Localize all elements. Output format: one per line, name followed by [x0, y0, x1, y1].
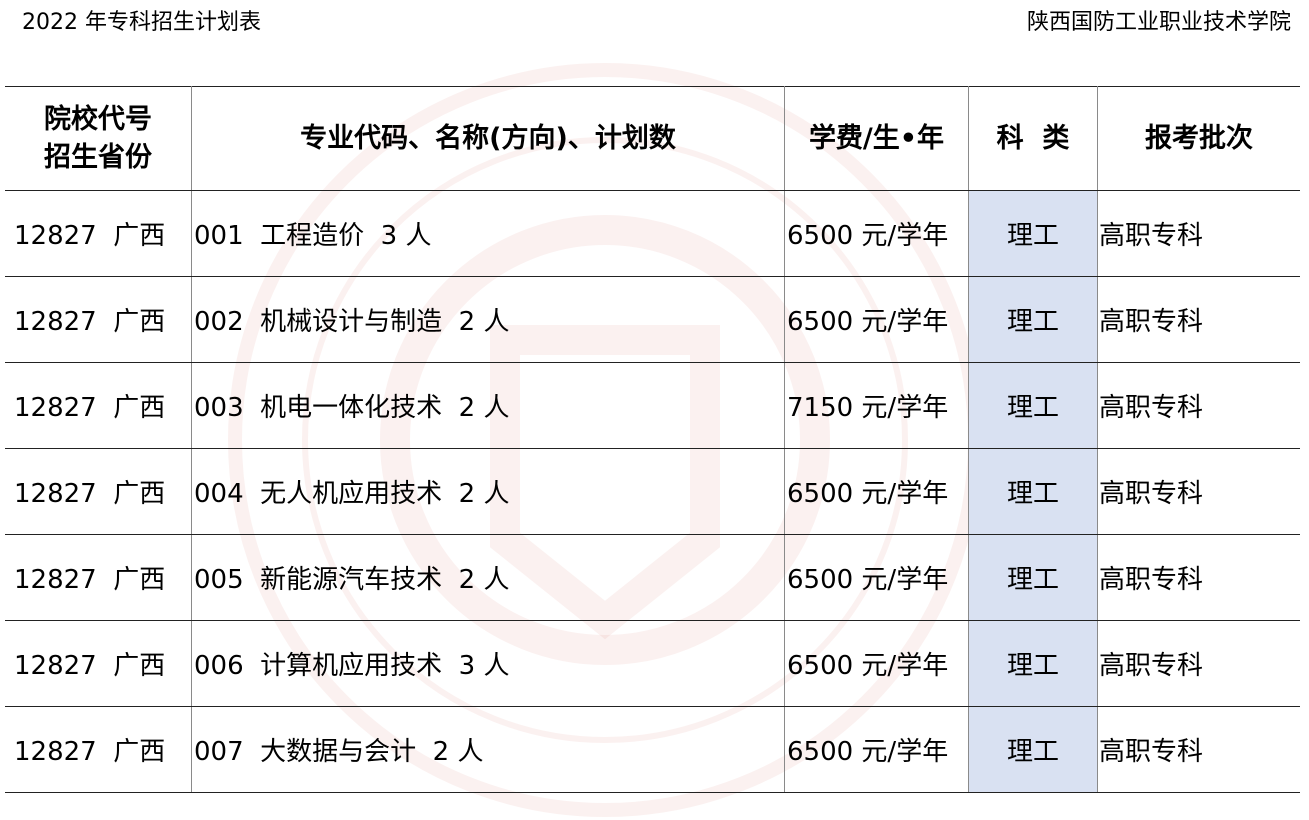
- major-cell: 003 机电一体化技术 2 人: [191, 362, 785, 449]
- category-cell: 理工: [968, 362, 1098, 449]
- header-category: 科 类: [968, 86, 1098, 191]
- school-cell: 12827 广西: [5, 190, 192, 277]
- school-cell: 12827 广西: [5, 534, 192, 621]
- major-cell: 001 工程造价 3 人: [191, 190, 785, 277]
- category-cell: 理工: [968, 276, 1098, 363]
- major-cell: 007 大数据与会计 2 人: [191, 706, 785, 793]
- header-major: 专业代码、名称(方向)、计划数: [191, 86, 785, 191]
- batch-cell: 高职专科: [1097, 276, 1300, 363]
- category-cell: 理工: [968, 448, 1098, 535]
- major-cell: 002 机械设计与制造 2 人: [191, 276, 785, 363]
- header-school-province: 院校代号 招生省份: [5, 86, 192, 191]
- batch-cell: 高职专科: [1097, 534, 1300, 621]
- table-row: 12827 广西 004 无人机应用技术 2 人 6500 元/学年 理工 高职专科: [5, 448, 1300, 535]
- table-row: 12827 广西 003 机电一体化技术 2 人 7150 元/学年 理工 高职专科: [5, 362, 1300, 449]
- batch-cell: 高职专科: [1097, 190, 1300, 277]
- fee-cell: 6500 元/学年: [784, 448, 969, 535]
- fee-cell: 6500 元/学年: [784, 620, 969, 707]
- table-row: 12827 广西 006 计算机应用技术 3 人 6500 元/学年 理工 高职专科: [5, 620, 1300, 707]
- table-row: 12827 广西 007 大数据与会计 2 人 6500 元/学年 理工 高职专科: [5, 706, 1300, 793]
- batch-cell: 高职专科: [1097, 448, 1300, 535]
- category-cell: 理工: [968, 706, 1098, 793]
- major-cell: 005 新能源汽车技术 2 人: [191, 534, 785, 621]
- fee-cell: 6500 元/学年: [784, 190, 969, 277]
- fee-cell: 6500 元/学年: [784, 706, 969, 793]
- fee-cell: 7150 元/学年: [784, 362, 969, 449]
- header-fee: 学费/生•年: [784, 86, 969, 191]
- school-cell: 12827 广西: [5, 706, 192, 793]
- category-cell: 理工: [968, 620, 1098, 707]
- category-cell: 理工: [968, 190, 1098, 277]
- category-cell: 理工: [968, 534, 1098, 621]
- institution-name: 陕西国防工业职业技术学院: [1026, 10, 1291, 35]
- school-cell: 12827 广西: [5, 448, 192, 535]
- batch-cell: 高职专科: [1097, 706, 1300, 793]
- fee-cell: 6500 元/学年: [784, 276, 969, 363]
- table-header-row: 院校代号 招生省份 专业代码、名称(方向)、计划数 学费/生•年 科 类 报考批…: [5, 86, 1300, 191]
- batch-cell: 高职专科: [1097, 620, 1300, 707]
- table-row: 12827 广西 001 工程造价 3 人 6500 元/学年 理工 高职专科: [5, 190, 1300, 277]
- school-cell: 12827 广西: [5, 620, 192, 707]
- major-cell: 006 计算机应用技术 3 人: [191, 620, 785, 707]
- header-batch: 报考批次: [1097, 86, 1300, 191]
- enrollment-plan-table: 院校代号 招生省份 专业代码、名称(方向)、计划数 学费/生•年 科 类 报考批…: [5, 86, 1300, 793]
- fee-cell: 6500 元/学年: [784, 534, 969, 621]
- school-cell: 12827 广西: [5, 276, 192, 363]
- major-cell: 004 无人机应用技术 2 人: [191, 448, 785, 535]
- table-row: 12827 广西 002 机械设计与制造 2 人 6500 元/学年 理工 高职专科: [5, 276, 1300, 363]
- document-title: 2022 年专科招生计划表: [22, 10, 261, 35]
- batch-cell: 高职专科: [1097, 362, 1300, 449]
- school-cell: 12827 广西: [5, 362, 192, 449]
- header-line-1: 院校代号: [44, 103, 152, 135]
- header-line-2: 招生省份: [44, 141, 152, 173]
- table-row: 12827 广西 005 新能源汽车技术 2 人 6500 元/学年 理工 高职专科: [5, 534, 1300, 621]
